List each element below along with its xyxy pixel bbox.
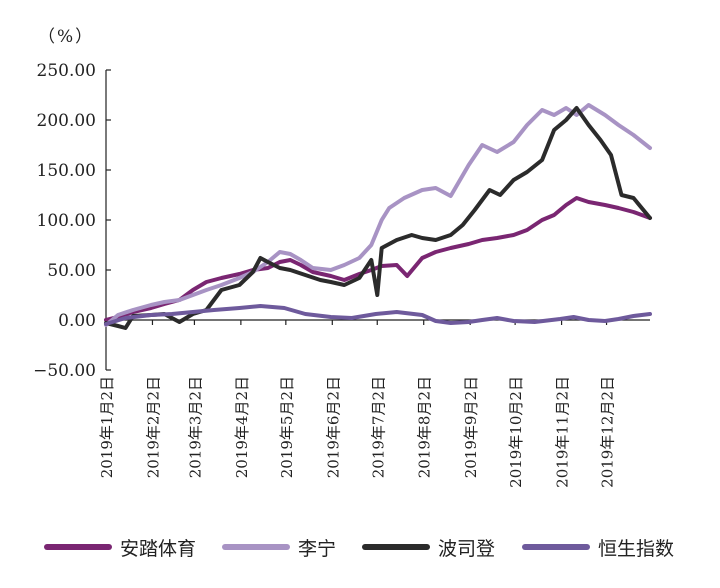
- legend-item-anta: 安踏体育: [44, 533, 196, 561]
- y-tick-label: 0.00: [58, 311, 96, 331]
- series-line-4: [104, 304, 652, 326]
- x-tick-label: 2019年12月2日: [599, 376, 617, 488]
- y-unit-label: （%）: [38, 27, 95, 47]
- y-tick-label: 50.00: [47, 261, 96, 281]
- legend-label-lining: 李宁: [298, 537, 337, 560]
- x-tick-label: 2019年1月2日: [98, 376, 116, 478]
- x-tick-label: 2019年8月2日: [416, 376, 434, 478]
- legend-swatch-hsi: [522, 544, 590, 550]
- y-tick-label: 150.00: [37, 161, 96, 181]
- x-tick-label: 2019年6月2日: [324, 376, 342, 478]
- series-line-2: [104, 103, 652, 327]
- y-tick-label: −50.00: [33, 361, 96, 381]
- legend-swatch-bosideng: [362, 544, 430, 550]
- x-tick-label: 2019年2月2日: [144, 376, 162, 478]
- legend-label-hsi: 恒生指数: [598, 537, 675, 560]
- y-tick-label: 100.00: [37, 211, 96, 231]
- x-tick-label: 2019年5月2日: [278, 376, 296, 478]
- legend-swatch-lining: [222, 544, 290, 550]
- legend-item-lining: 李宁: [222, 533, 336, 561]
- x-tick-label: 2019年10月2日: [507, 376, 525, 488]
- x-tick-label: 2019年7月2日: [369, 376, 387, 478]
- legend-label-anta: 安踏体育: [120, 537, 197, 560]
- line-chart: −50.00 0.00 50.00 100.00 150.00 200.00 250.00 2…: [33, 61, 652, 488]
- y-tick-label: 250.00: [37, 61, 96, 81]
- x-tick-label: 2019年4月2日: [233, 376, 251, 478]
- legend-label-bosideng: 波司登: [438, 537, 496, 560]
- chart-legend: 安踏体育 李宁 波司登 恒生指数: [44, 533, 704, 561]
- x-tick-label: 2019年11月2日: [554, 376, 572, 488]
- x-tick-label: 2019年3月2日: [186, 376, 204, 478]
- y-tick-label: 200.00: [37, 111, 96, 131]
- legend-swatch-anta: [44, 544, 112, 550]
- x-tick-label: 2019年9月2日: [462, 376, 480, 478]
- legend-item-hsi: 恒生指数: [522, 533, 674, 561]
- legend-item-bosideng: 波司登: [362, 533, 495, 561]
- series-line-1: [104, 196, 652, 322]
